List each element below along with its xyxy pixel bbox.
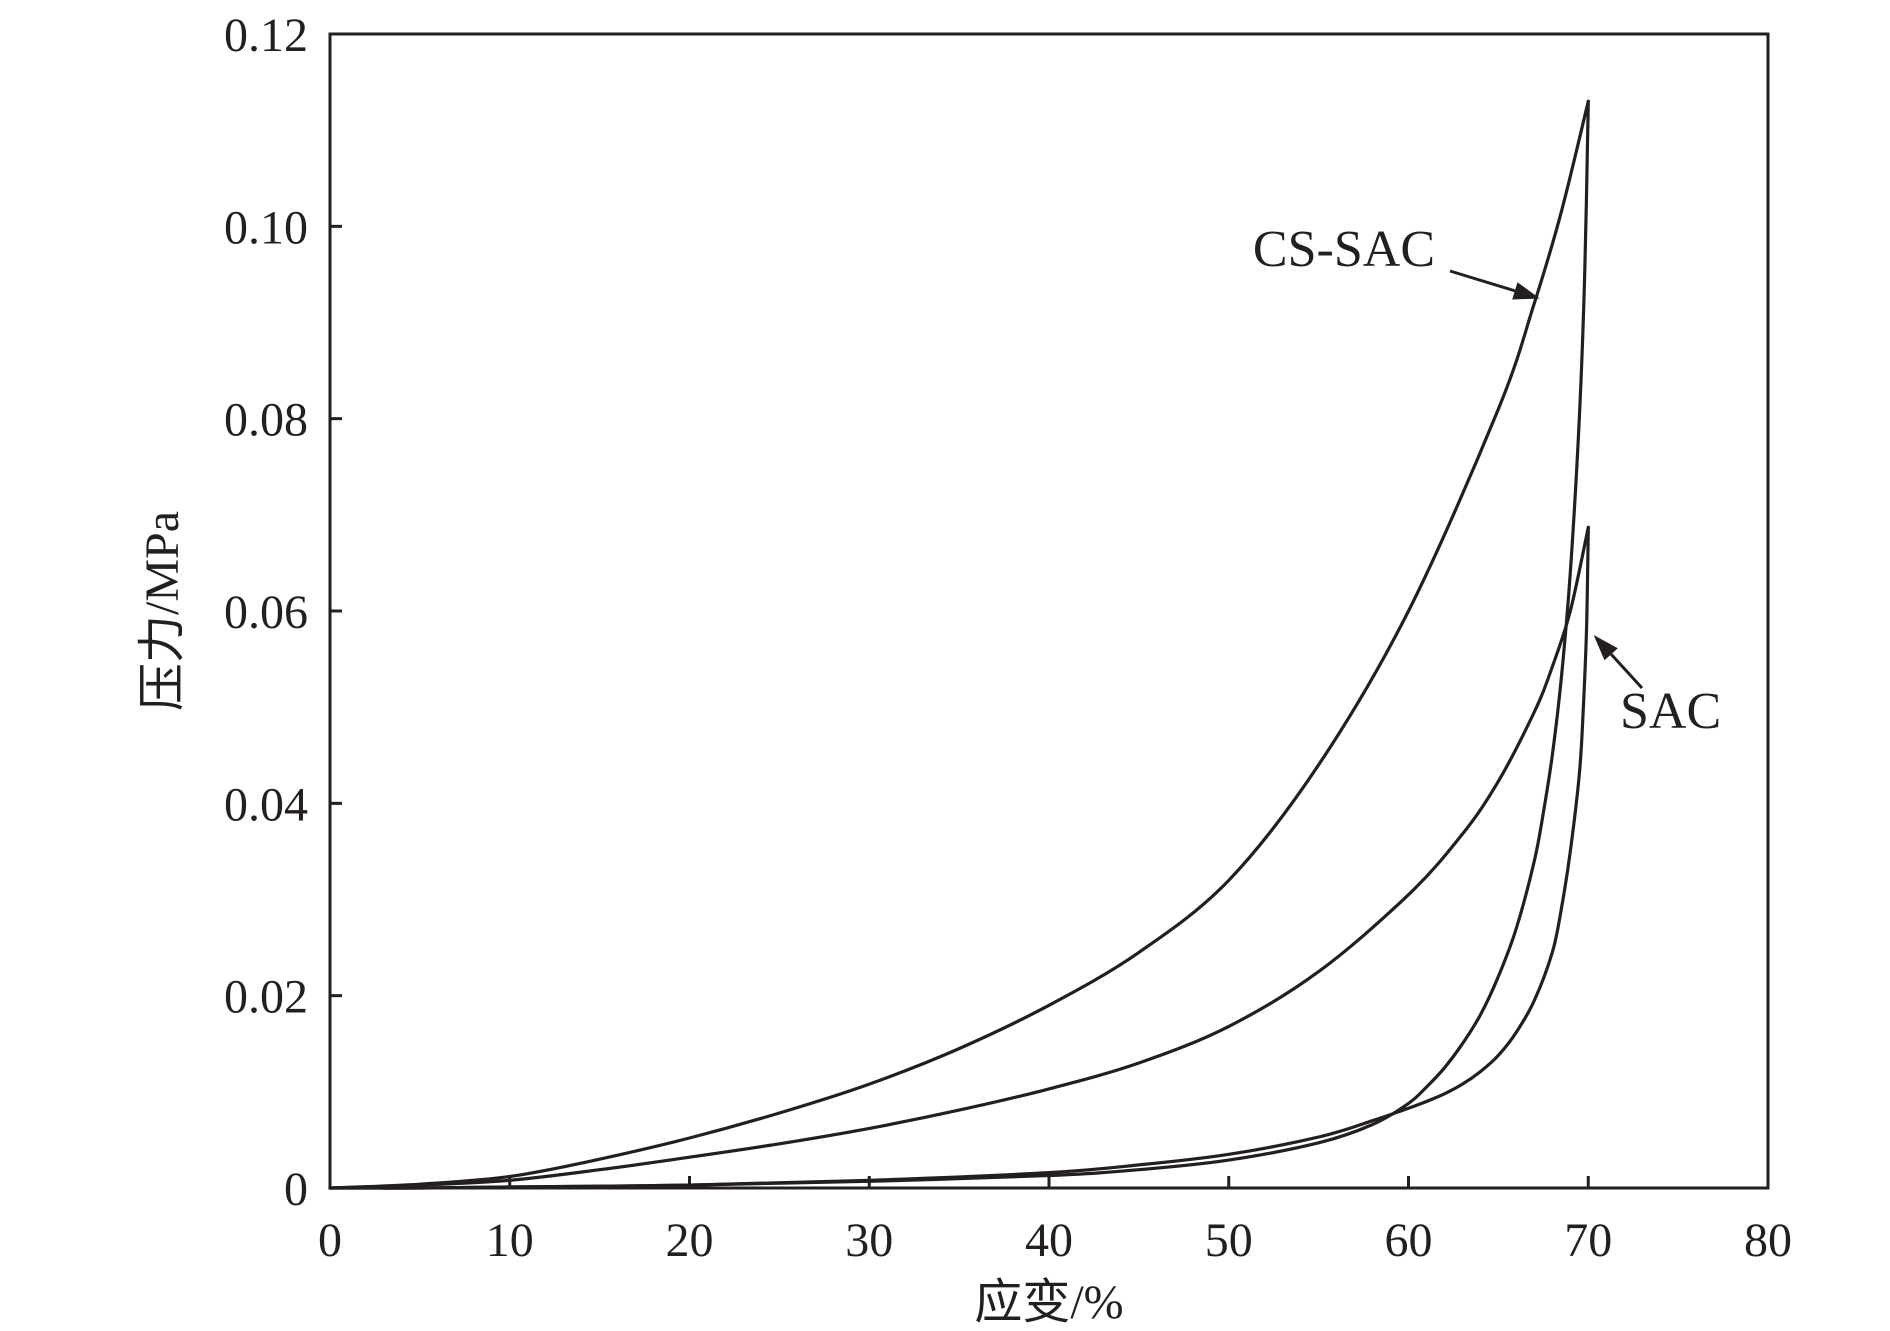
x-tick-label: 70 [1564,1214,1612,1267]
sac-label: SAC [1620,683,1721,740]
cs-sac-arrowhead [1512,282,1540,300]
y-tick-label: 0.06 [224,586,308,639]
cs-sac-label: CS-SAC [1253,221,1435,278]
cs-sac-arrow-line [1449,269,1516,293]
x-tick-label: 80 [1744,1214,1792,1267]
plot-frame [328,32,1770,1190]
y-tick-label: 0 [284,1163,308,1216]
y-axis-ticks: 0 0.02 0.04 0.06 0.08 0.10 0.12 [224,9,342,1216]
x-axis-ticks: 0 10 20 30 40 50 60 70 80 [318,1176,1792,1267]
x-tick-label: 30 [845,1214,893,1267]
x-tick-label: 20 [666,1214,714,1267]
x-tick-label: 10 [486,1214,534,1267]
x-tick-label: 60 [1385,1214,1433,1267]
cs-sac-loading-curve [328,99,1590,1190]
sac-loading-curve [328,525,1590,1190]
sac-unloading-curve [328,525,1590,1190]
y-tick-label: 0.08 [224,394,308,447]
y-tick-label: 0.02 [224,971,308,1024]
y-axis-title: 压力/MPa [136,511,189,711]
sac-arrowhead [1593,635,1618,661]
plot-curves [328,99,1590,1190]
y-tick-label: 0.12 [224,9,308,62]
x-tick-label: 0 [318,1214,342,1267]
x-axis-title: 应变/% [974,1276,1123,1329]
sac-arrow-line [1610,653,1644,690]
x-tick-label: 40 [1025,1214,1073,1267]
y-tick-label: 0.10 [224,201,308,254]
x-tick-label: 50 [1205,1214,1253,1267]
y-tick-label: 0.04 [224,778,308,831]
curve-annotations: CS-SAC SAC [1253,221,1721,740]
